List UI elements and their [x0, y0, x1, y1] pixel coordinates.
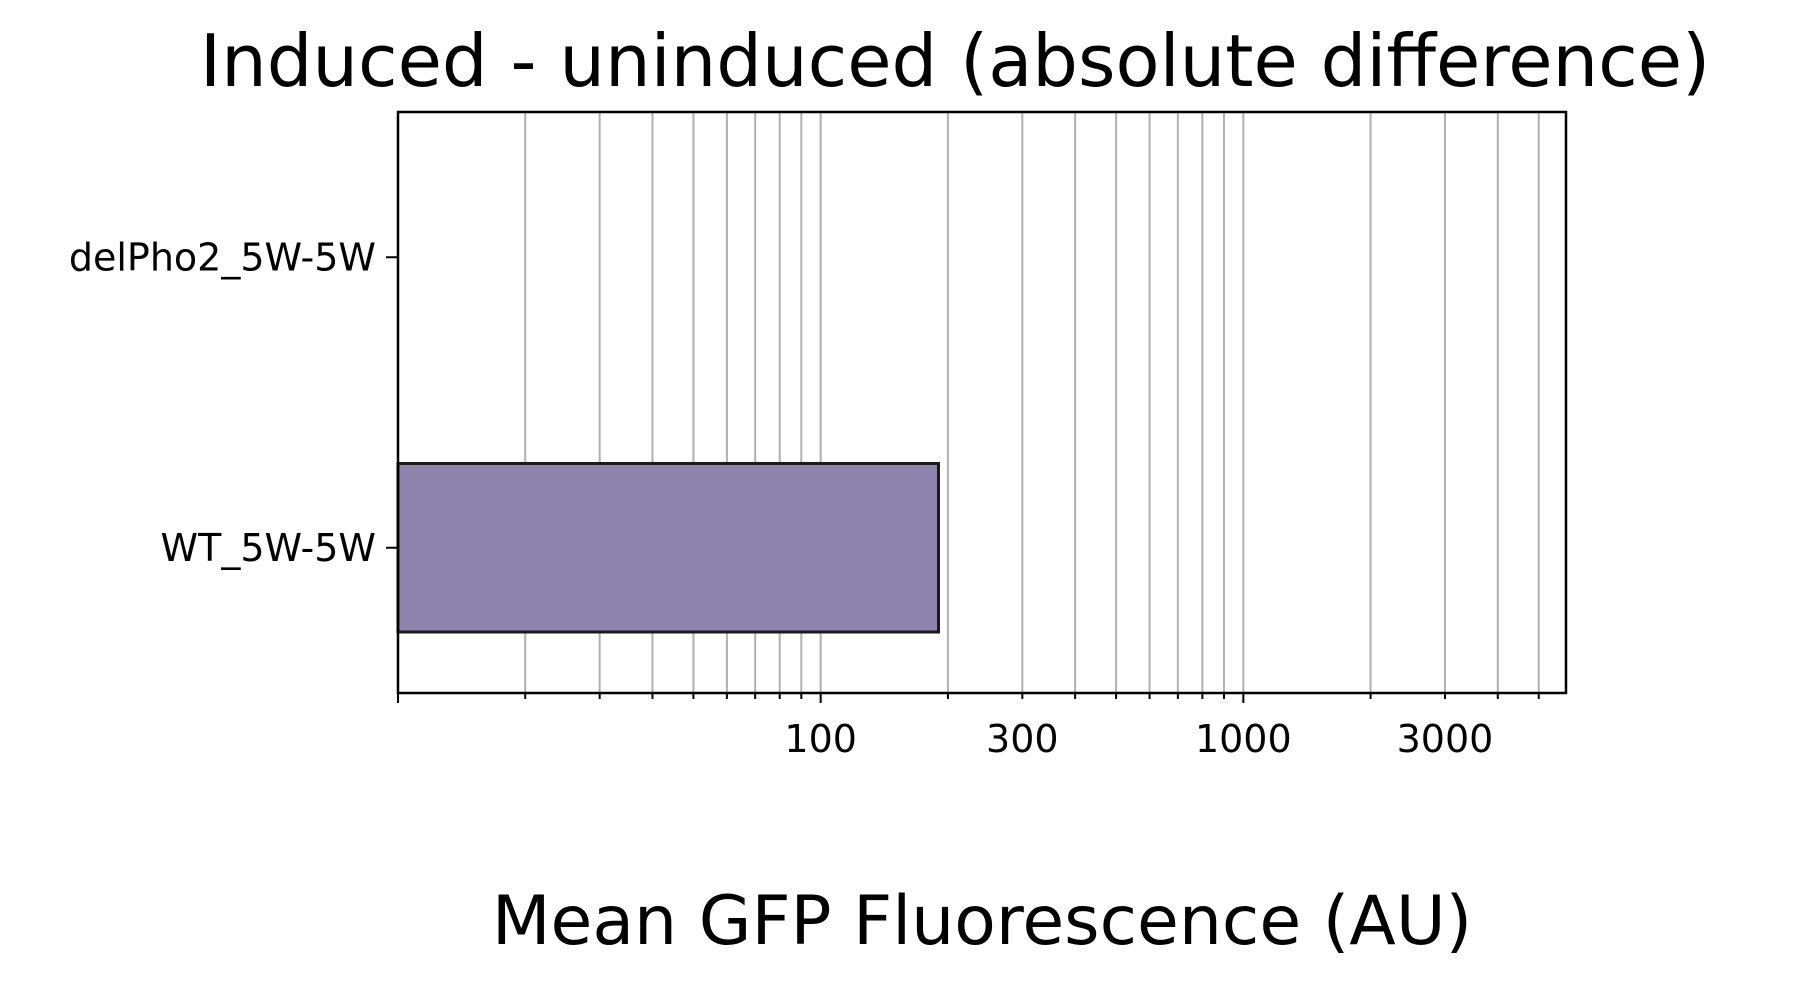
y-axis-ticks: delPho2_5W-5W WT_5W-5W — [69, 235, 398, 570]
y-tick-label: delPho2_5W-5W — [69, 235, 376, 279]
bars — [396, 462, 940, 634]
plot-frame — [396, 110, 1568, 695]
x-axis-ticks: 100 300 1000 3000 — [397, 693, 1540, 761]
gridlines — [397, 112, 1540, 693]
x-axis-label: Mean GFP Fluorescence (AU) — [492, 882, 1472, 961]
bar — [396, 462, 940, 634]
x-tick-label: 1000 — [1195, 717, 1292, 761]
x-tick-label: 100 — [784, 717, 857, 761]
y-tick-label: WT_5W-5W — [161, 526, 376, 570]
x-tick-label: 3000 — [1397, 717, 1494, 761]
chart-title: Induced - uninduced (absolute difference… — [200, 19, 1710, 103]
x-tick-label: 300 — [986, 717, 1059, 761]
